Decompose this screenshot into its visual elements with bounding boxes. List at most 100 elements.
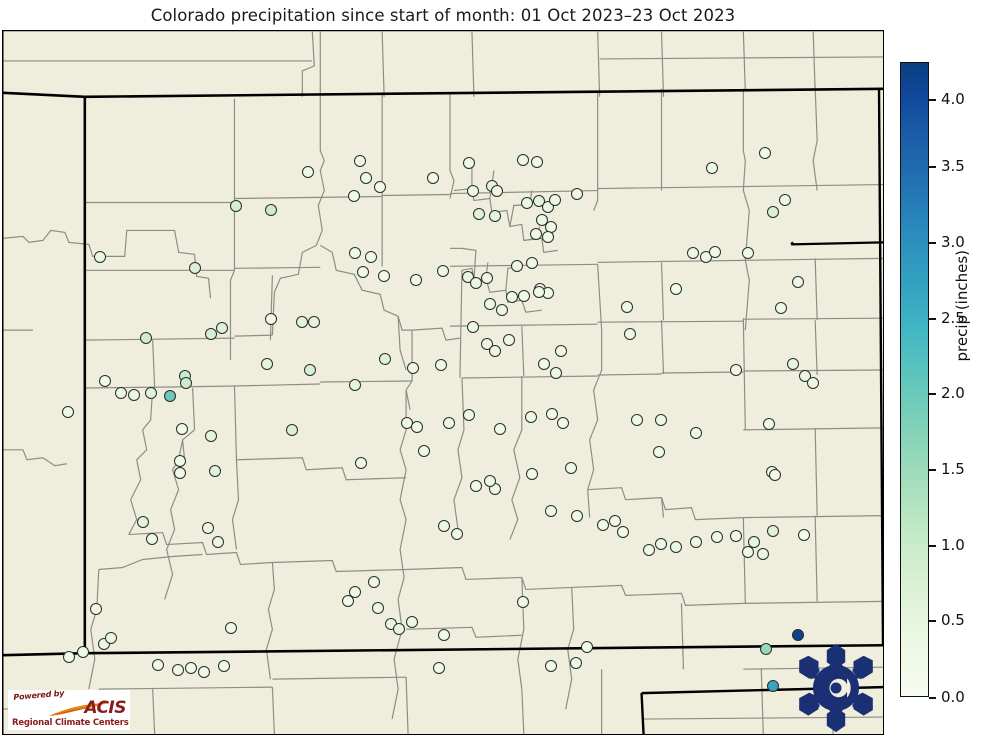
colorbar-tick-label: 0.5	[941, 611, 965, 629]
station-marker	[201, 521, 215, 535]
colorbar	[900, 62, 929, 697]
station-marker	[710, 530, 724, 544]
station-marker	[556, 416, 570, 430]
station-marker	[432, 661, 446, 675]
colorbar-tick	[929, 697, 936, 699]
map-background	[3, 31, 883, 734]
station-marker	[758, 146, 772, 160]
station-marker	[483, 474, 497, 488]
station-marker	[530, 155, 544, 169]
station-marker	[620, 300, 634, 314]
station-marker	[173, 454, 187, 468]
station-marker	[173, 466, 187, 480]
station-marker	[462, 408, 476, 422]
station-marker	[532, 285, 546, 299]
station-marker	[127, 388, 141, 402]
station-marker	[766, 205, 780, 219]
station-marker	[525, 467, 539, 481]
station-marker	[516, 153, 530, 167]
station-marker	[623, 327, 637, 341]
station-marker	[516, 595, 530, 609]
colorbar-tick	[929, 393, 936, 395]
colorbar-tick	[929, 620, 936, 622]
station-marker	[778, 193, 792, 207]
station-marker	[364, 250, 378, 264]
station-marker	[307, 315, 321, 329]
station-marker	[570, 187, 584, 201]
colorbar-tick-label: 2.5	[941, 309, 965, 327]
station-marker	[480, 271, 494, 285]
station-marker	[405, 615, 419, 629]
station-marker	[392, 622, 406, 636]
station-marker	[139, 331, 153, 345]
station-marker	[151, 658, 165, 672]
station-marker	[797, 528, 811, 542]
station-marker	[510, 259, 524, 273]
station-marker	[741, 545, 755, 559]
station-marker	[264, 312, 278, 326]
station-marker	[450, 527, 464, 541]
acis-logo: Powered by ACIS Regional Climate Centers	[8, 690, 130, 730]
station-marker	[517, 289, 531, 303]
station-marker	[410, 420, 424, 434]
station-marker	[466, 320, 480, 334]
station-marker	[502, 333, 516, 347]
station-marker	[204, 327, 218, 341]
colorbar-tick-label: 1.0	[941, 536, 965, 554]
station-marker	[548, 193, 562, 207]
station-marker	[348, 246, 362, 260]
station-marker	[373, 180, 387, 194]
station-marker	[759, 642, 773, 656]
station-marker	[747, 535, 761, 549]
station-marker	[564, 461, 578, 475]
station-marker	[348, 585, 362, 599]
station-marker	[537, 357, 551, 371]
station-marker	[741, 246, 755, 260]
station-marker	[686, 246, 700, 260]
colorbar-tick-label: 3.5	[941, 157, 965, 175]
snowflake-icon	[798, 643, 874, 733]
station-marker	[184, 661, 198, 675]
station-marker	[426, 171, 440, 185]
station-marker	[171, 663, 185, 677]
station-marker	[495, 303, 509, 317]
station-marker	[756, 547, 770, 561]
station-marker	[806, 376, 820, 390]
station-marker	[211, 535, 225, 549]
station-marker	[490, 184, 504, 198]
station-marker	[442, 416, 456, 430]
station-marker	[529, 227, 543, 241]
station-marker	[545, 407, 559, 421]
station-marker	[469, 479, 483, 493]
colorbar-tick	[929, 99, 936, 101]
station-marker	[114, 386, 128, 400]
station-marker	[525, 256, 539, 270]
station-marker	[786, 357, 800, 371]
station-marker	[348, 378, 362, 392]
station-marker	[434, 358, 448, 372]
station-marker	[175, 422, 189, 436]
station-marker	[616, 525, 630, 539]
station-marker	[437, 519, 451, 533]
station-marker	[791, 275, 805, 289]
station-marker	[762, 417, 776, 431]
station-marker	[377, 269, 391, 283]
station-marker	[462, 156, 476, 170]
station-marker	[136, 515, 150, 529]
station-marker	[264, 203, 278, 217]
station-marker	[356, 265, 370, 279]
station-marker	[541, 230, 555, 244]
station-marker	[654, 537, 668, 551]
county-boundaries	[3, 31, 883, 734]
station-marker	[488, 209, 502, 223]
station-marker	[303, 363, 317, 377]
station-marker	[61, 405, 75, 419]
station-marker	[483, 297, 497, 311]
station-marker	[76, 645, 90, 659]
station-marker	[774, 301, 788, 315]
station-marker	[215, 321, 229, 335]
station-marker	[295, 315, 309, 329]
station-marker	[791, 628, 805, 642]
station-marker	[630, 413, 644, 427]
map-panel	[2, 30, 884, 735]
